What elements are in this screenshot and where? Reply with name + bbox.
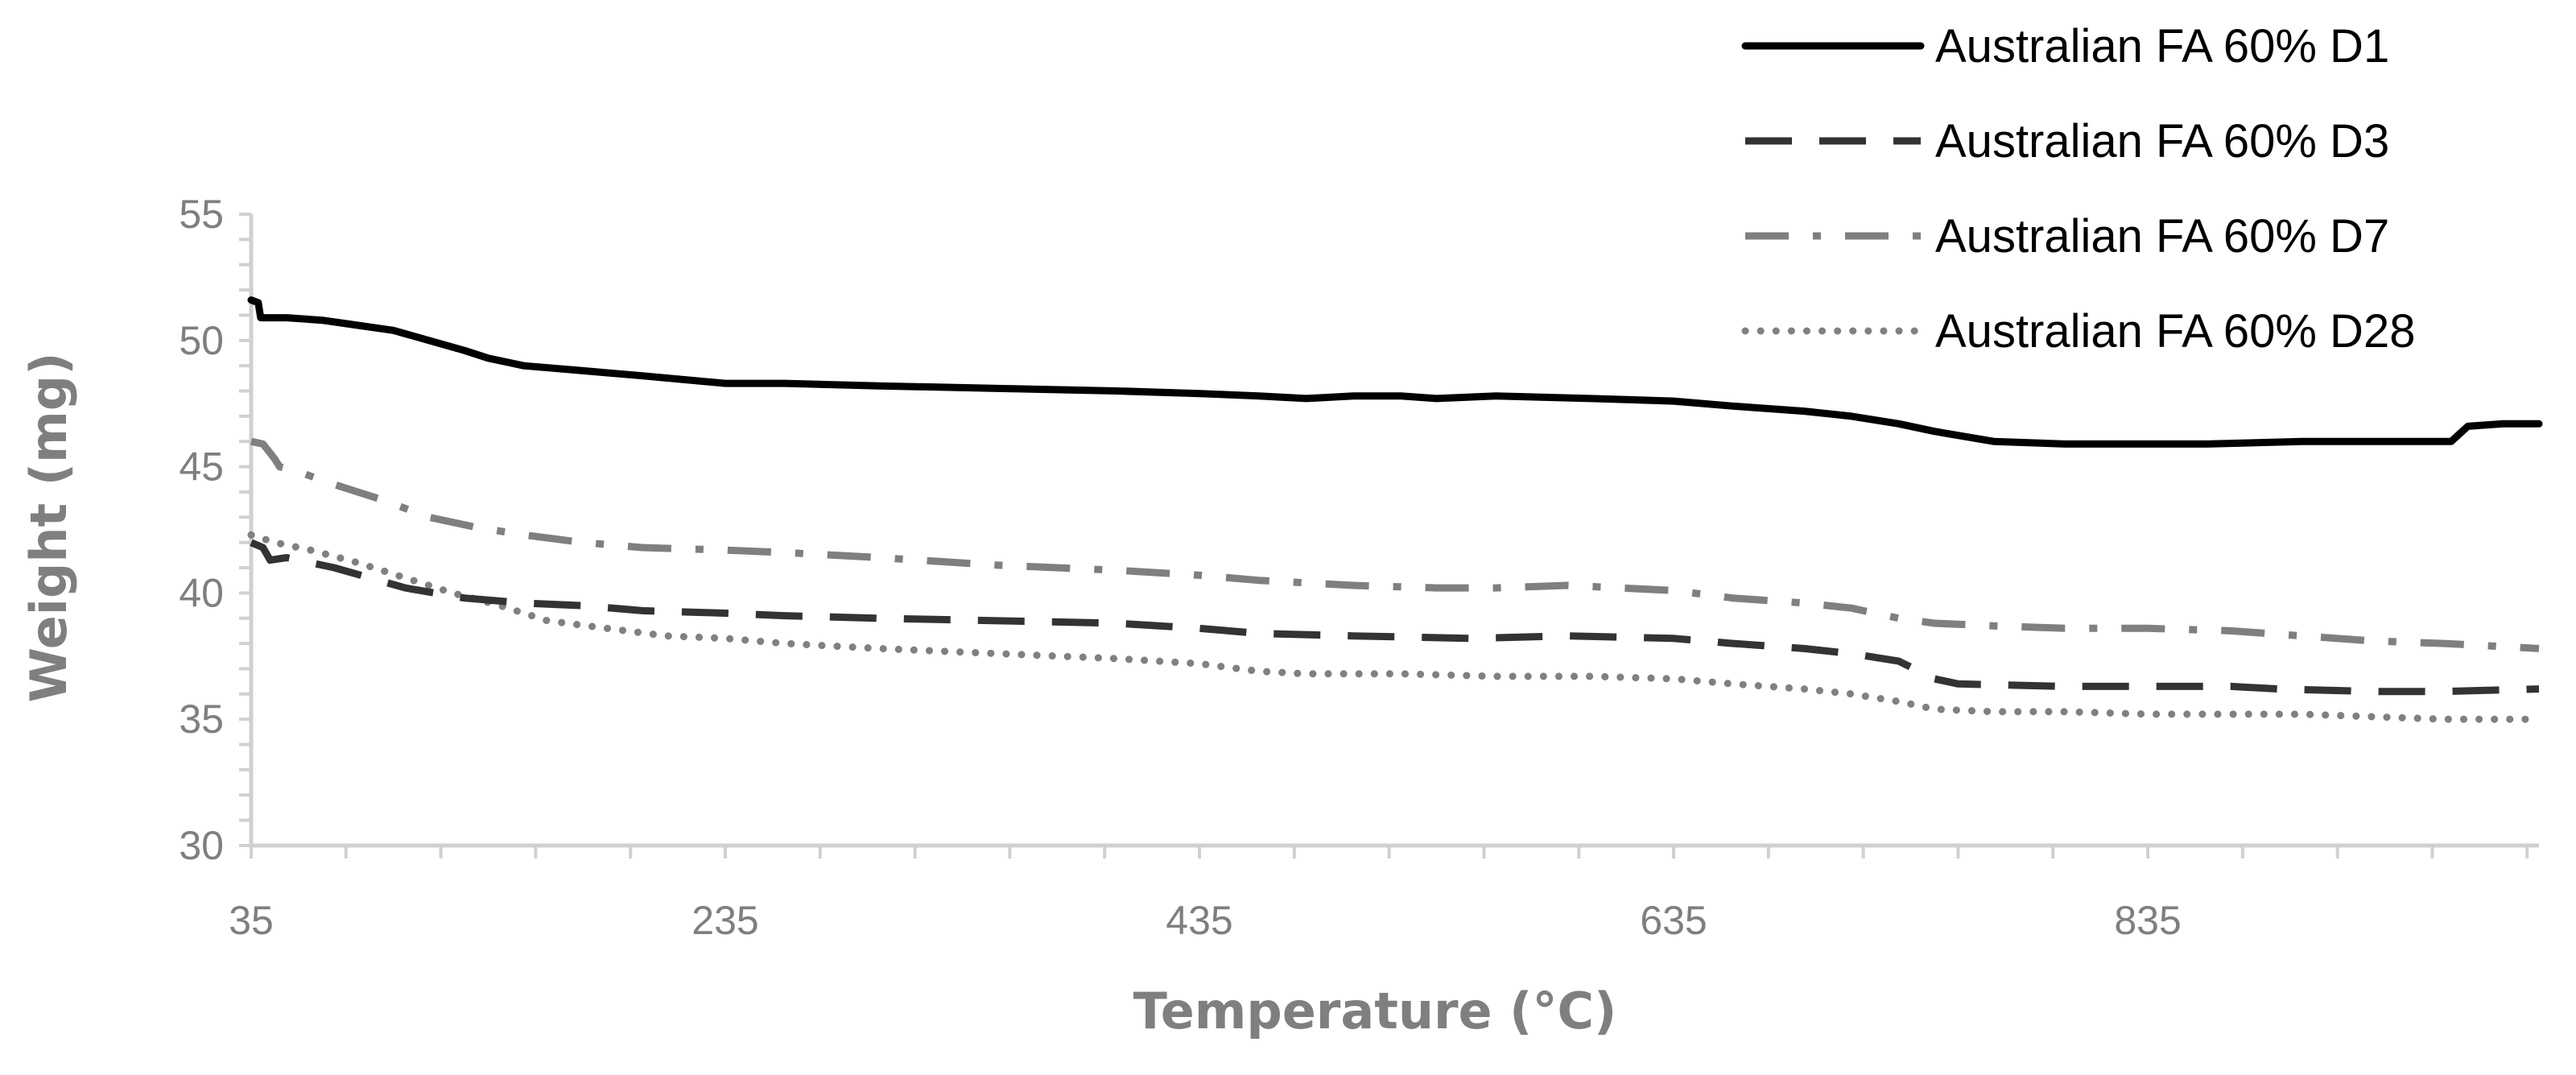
legend-label: Australian FA 60% D7 <box>1935 210 2389 263</box>
x-tick-label: 235 <box>691 898 758 943</box>
x-axis-title: Temperature (°C) <box>1133 982 1617 1040</box>
y-tick-label: 30 <box>179 823 224 868</box>
y-tick-label: 45 <box>179 444 224 490</box>
y-tick-label: 35 <box>179 697 224 742</box>
series-line-d7 <box>250 437 2540 652</box>
x-tick-label: 35 <box>229 898 274 943</box>
x-tick-label: 835 <box>2114 898 2181 943</box>
y-tick-label: 40 <box>179 570 224 615</box>
x-axis: 35 235 435 635 835 <box>229 843 2539 943</box>
y-axis: 30 35 40 45 50 55 <box>179 192 254 868</box>
legend-label: Australian FA 60% D1 <box>1935 20 2389 72</box>
legend: Australian FA 60% D1 Australian FA 60% D3… <box>1741 20 2415 358</box>
y-tick-label: 50 <box>179 318 224 363</box>
series-line-d1 <box>247 296 2543 448</box>
series-layer <box>247 296 2543 723</box>
legend-label: Australian FA 60% D3 <box>1935 115 2389 167</box>
x-tick-label: 435 <box>1166 898 1232 943</box>
y-axis-title: Weight (mg) <box>19 353 78 703</box>
legend-label: Australian FA 60% D28 <box>1935 305 2415 358</box>
y-tick-label: 55 <box>179 192 224 237</box>
x-tick-label: 635 <box>1640 898 1707 943</box>
series-line-d3 <box>250 539 2540 696</box>
